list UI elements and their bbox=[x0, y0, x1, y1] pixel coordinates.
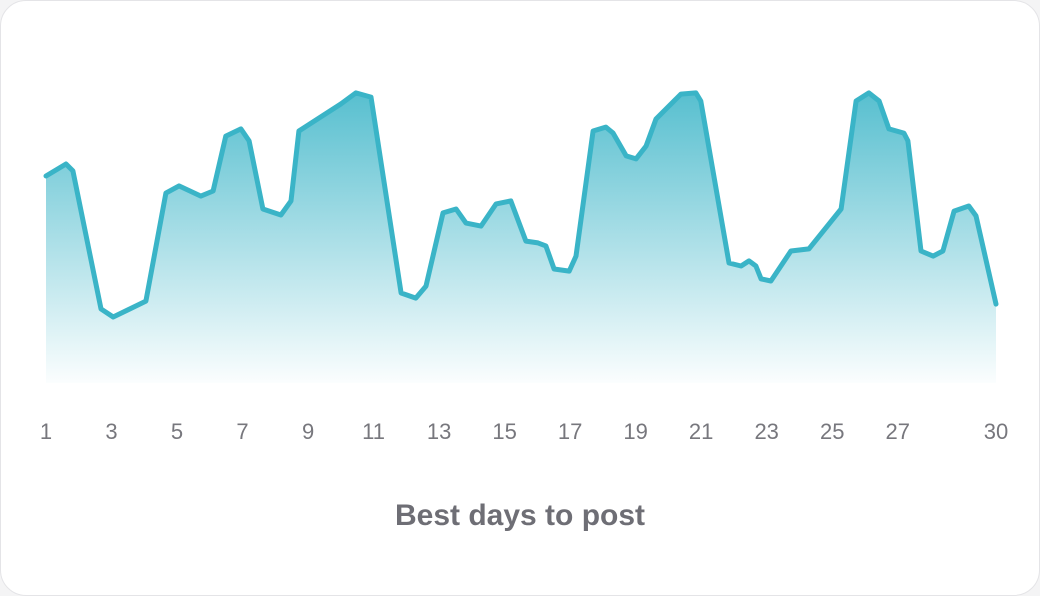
x-tick-label: 13 bbox=[427, 419, 451, 444]
x-tick-label: 1 bbox=[40, 419, 52, 444]
x-tick-label: 27 bbox=[885, 419, 909, 444]
x-tick-label: 17 bbox=[558, 419, 582, 444]
area-line bbox=[43, 90, 999, 320]
area-fill bbox=[46, 92, 996, 384]
chart-title: Best days to post bbox=[395, 499, 645, 532]
x-tick-label: 21 bbox=[689, 419, 713, 444]
x-tick-label: 11 bbox=[362, 419, 385, 444]
x-tick-label: 9 bbox=[302, 419, 314, 444]
x-tick-label: 23 bbox=[754, 419, 778, 444]
x-tick-label: 19 bbox=[623, 419, 647, 444]
x-tick-label: 3 bbox=[105, 419, 117, 444]
x-tick-label: 30 bbox=[984, 419, 1008, 444]
x-tick-label: 15 bbox=[492, 419, 516, 444]
x-tick-label: 5 bbox=[171, 419, 183, 444]
x-tick-label: 7 bbox=[236, 419, 248, 444]
x-tick-label: 25 bbox=[820, 419, 844, 444]
